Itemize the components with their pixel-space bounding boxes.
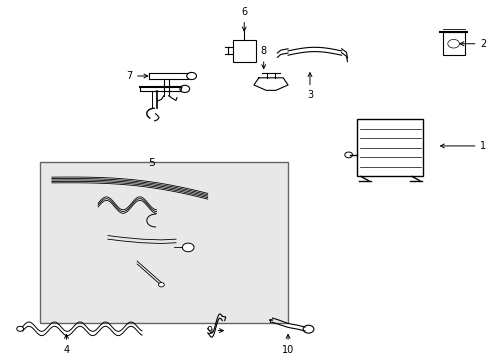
Circle shape bbox=[180, 85, 189, 93]
Text: 5: 5 bbox=[148, 158, 155, 168]
Bar bbox=[232, 40, 255, 62]
Text: 4: 4 bbox=[63, 334, 69, 355]
Text: 2: 2 bbox=[459, 39, 486, 49]
Text: 6: 6 bbox=[241, 7, 247, 31]
Circle shape bbox=[186, 72, 196, 80]
Text: 3: 3 bbox=[306, 73, 312, 100]
Circle shape bbox=[447, 40, 459, 48]
Bar bbox=[357, 119, 422, 176]
Text: 10: 10 bbox=[282, 334, 294, 355]
Circle shape bbox=[158, 283, 164, 287]
Circle shape bbox=[17, 326, 23, 331]
Circle shape bbox=[182, 243, 194, 252]
Text: 7: 7 bbox=[126, 71, 147, 81]
Text: 8: 8 bbox=[260, 46, 266, 68]
Bar bbox=[40, 162, 287, 323]
Text: 9: 9 bbox=[206, 325, 223, 336]
Circle shape bbox=[303, 325, 313, 333]
Circle shape bbox=[344, 152, 352, 158]
Bar bbox=[442, 32, 464, 55]
Text: 1: 1 bbox=[440, 141, 486, 151]
